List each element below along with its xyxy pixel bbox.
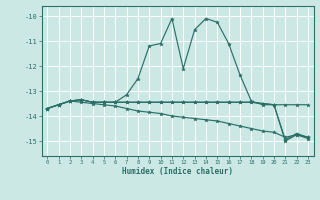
X-axis label: Humidex (Indice chaleur): Humidex (Indice chaleur) [122,167,233,176]
